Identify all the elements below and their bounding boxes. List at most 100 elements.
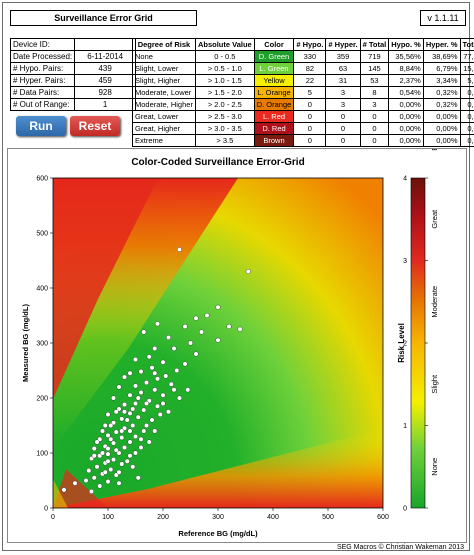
risk-table-cell: 0 xyxy=(293,98,327,111)
risk-zone-label: Extreme xyxy=(430,149,439,151)
risk-table-cell: > 1.5 - 2.0 xyxy=(194,86,255,99)
risk-table-cell: 0,00% xyxy=(388,122,424,135)
app-title: Surveillance Error Grid xyxy=(10,10,197,26)
data-point xyxy=(187,340,193,346)
x-tick-label: 0 xyxy=(51,514,55,521)
data-point xyxy=(215,304,221,310)
risk-table-cell: Moderate, Higher xyxy=(132,98,196,111)
risk-table-cell: 3 xyxy=(325,86,361,99)
risk-table-cell: 0 xyxy=(293,134,327,147)
data-point xyxy=(198,329,204,335)
data-point xyxy=(130,464,136,470)
data-point xyxy=(116,384,122,390)
data-point xyxy=(174,367,180,373)
y-tick-label: 400 xyxy=(36,286,48,293)
data-point xyxy=(108,436,114,442)
data-point xyxy=(113,429,119,435)
risk-table-cell: 8,84% xyxy=(388,62,424,75)
app-frame xyxy=(2,2,470,551)
data-point xyxy=(127,453,133,459)
data-point xyxy=(157,412,163,418)
data-point xyxy=(171,345,177,351)
data-point xyxy=(124,458,130,464)
data-point xyxy=(116,480,122,486)
data-point xyxy=(91,453,97,459)
x-tick-label: 600 xyxy=(377,514,389,521)
risk-table-cell: 0 xyxy=(325,122,361,135)
risk-table-cell: 0,32% xyxy=(422,98,461,111)
data-point xyxy=(110,440,116,446)
data-point xyxy=(132,383,138,389)
x-axis-label: Reference BG (mg/dL) xyxy=(178,529,258,538)
data-point xyxy=(182,361,188,367)
risk-table-cell: > 2.0 - 2.5 xyxy=(194,98,255,111)
data-point xyxy=(176,395,182,401)
data-point xyxy=(121,445,127,451)
info-row: Date Processed: 6-11-2014 xyxy=(9,50,137,63)
colorbar-tick-label: 4 xyxy=(403,176,407,183)
risk-zone-label: Great xyxy=(430,209,439,229)
risk-table-cell: 5 xyxy=(293,86,327,99)
risk-table-header: # Total xyxy=(359,38,390,51)
data-point xyxy=(119,435,125,441)
x-tick-label: 300 xyxy=(212,514,224,521)
chart-axes: 0 100 200 300 400 500 600 0 100 200 300 400 500 600 xyxy=(36,176,389,522)
info-row: # Hyper. Pairs: 459 xyxy=(9,74,137,87)
run-button[interactable]: Run xyxy=(16,116,66,136)
chart-title: Color-Coded Surveillance Error-Grid xyxy=(131,157,304,168)
data-point xyxy=(154,403,160,409)
risk-table-header: Hypo. % xyxy=(388,38,424,51)
data-point xyxy=(165,334,171,340)
data-point xyxy=(146,439,152,445)
risk-table-cell: 6,79% xyxy=(422,62,461,75)
risk-table-header: Degree of Risk xyxy=(132,38,196,51)
risk-table-row: Slight, Lower > 0.5 - 1.0 L. Green 82 63 145 8… xyxy=(132,62,474,75)
info-value[interactable] xyxy=(74,38,137,51)
risk-color-swatch: D. Green xyxy=(253,50,295,63)
risk-table-cell: 0,00% xyxy=(459,110,474,123)
x-tick-label: 400 xyxy=(267,514,279,521)
risk-table-cell: 0,00% xyxy=(422,110,461,123)
data-point xyxy=(116,469,122,475)
data-point xyxy=(130,423,136,429)
risk-table-cell: 0,32% xyxy=(422,86,461,99)
data-point xyxy=(94,439,100,445)
data-point xyxy=(152,370,158,376)
risk-table-cell: 0,00% xyxy=(422,122,461,135)
data-point xyxy=(245,268,251,274)
info-row: Device ID: xyxy=(9,38,137,51)
reset-button[interactable]: Reset xyxy=(70,116,120,136)
colorbar-tick-label: 2 xyxy=(403,341,407,348)
x-tick-label: 500 xyxy=(322,514,334,521)
risk-color-swatch: D. Orange xyxy=(253,98,295,111)
risk-color-swatch: L. Orange xyxy=(253,86,295,99)
colorbar-tick-label: 0 xyxy=(403,506,407,513)
data-point xyxy=(193,351,199,357)
risk-table-row: Great, Lower > 2.5 - 3.0 L. Red 0 0 0 0,00% 0,0… xyxy=(132,110,474,123)
risk-color-swatch: L. Red xyxy=(253,110,295,123)
data-point xyxy=(86,468,92,474)
risk-color-swatch: D. Red xyxy=(253,122,295,135)
risk-table-row: None 0 - 0.5 D. Green 330 359 719 35,56% 38,69%… xyxy=(132,50,474,63)
version-label: v 1.1.11 xyxy=(420,10,466,26)
y-tick-label: 0 xyxy=(44,506,48,513)
data-point xyxy=(119,416,125,422)
data-point xyxy=(102,469,108,475)
risk-table-cell: 77,48% xyxy=(459,50,474,63)
risk-table-cell: 0,54% xyxy=(388,86,424,99)
data-point xyxy=(138,445,144,451)
data-point xyxy=(160,359,166,365)
info-label: # Hypo. Pairs: xyxy=(9,62,76,75)
data-point xyxy=(143,423,149,429)
data-point xyxy=(160,400,166,406)
data-point xyxy=(72,480,78,486)
risk-summary-table: Degree of Risk Absolute Value Color # Hypo.… xyxy=(132,38,474,147)
risk-table-cell: 15,63% xyxy=(459,62,474,75)
info-value: 459 xyxy=(74,74,137,87)
data-point xyxy=(119,461,125,467)
x-tick-label: 200 xyxy=(157,514,169,521)
risk-table-cell: 0,32% xyxy=(459,98,474,111)
data-point xyxy=(138,369,144,375)
info-value: 1 xyxy=(74,98,137,111)
data-point xyxy=(204,312,210,318)
